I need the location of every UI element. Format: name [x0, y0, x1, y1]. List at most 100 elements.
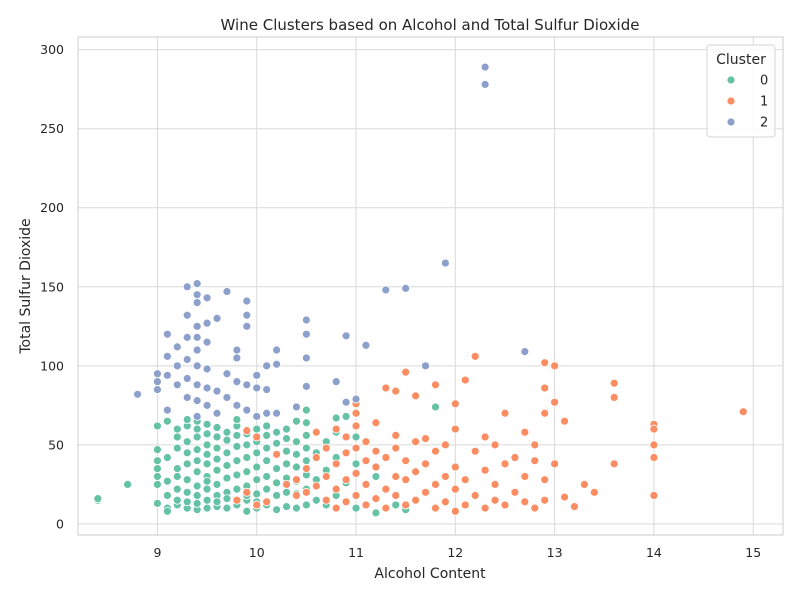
data-point — [292, 462, 301, 472]
data-point — [182, 487, 192, 497]
data-point — [192, 396, 202, 406]
data-point — [172, 424, 182, 434]
data-point — [401, 456, 411, 466]
data-point — [242, 405, 252, 415]
data-point — [431, 402, 440, 412]
data-point — [331, 377, 341, 387]
data-point — [550, 361, 560, 371]
data-point — [172, 361, 182, 371]
x-tick-label: 12 — [447, 545, 463, 560]
data-point — [252, 448, 262, 458]
data-point — [192, 481, 202, 491]
data-point — [232, 430, 242, 440]
data-point — [202, 440, 212, 450]
data-point — [649, 453, 659, 462]
data-point — [282, 424, 291, 434]
data-point — [331, 459, 341, 469]
data-point — [301, 418, 311, 428]
data-point — [589, 487, 599, 497]
data-point — [153, 456, 162, 466]
data-point — [222, 461, 232, 470]
data-point — [252, 412, 262, 421]
data-point — [282, 434, 291, 443]
data-point — [202, 383, 212, 393]
data-point — [222, 448, 232, 458]
data-point — [301, 464, 311, 474]
data-point — [391, 386, 401, 396]
data-point — [192, 467, 202, 477]
legend: Cluster 0 1 2 — [706, 44, 776, 138]
data-point — [540, 358, 550, 368]
data-point — [282, 480, 291, 489]
data-point — [272, 449, 281, 459]
data-point — [242, 506, 252, 516]
data-point — [93, 494, 103, 504]
data-point — [738, 407, 748, 417]
data-point — [252, 432, 262, 442]
data-point — [550, 397, 560, 407]
data-point — [242, 487, 252, 497]
data-point — [490, 480, 500, 489]
data-point — [182, 332, 192, 342]
data-point — [450, 399, 460, 409]
data-point — [311, 453, 321, 462]
data-point — [272, 408, 281, 418]
data-point — [153, 385, 162, 394]
data-point — [202, 459, 212, 469]
data-point — [540, 475, 550, 485]
data-point — [480, 80, 490, 89]
data-point — [361, 456, 371, 466]
data-point — [182, 415, 192, 424]
data-point — [212, 480, 222, 489]
data-point — [580, 480, 589, 489]
data-point — [232, 415, 242, 424]
data-point — [609, 378, 619, 388]
data-point — [311, 481, 321, 491]
data-point — [162, 370, 172, 380]
data-point — [500, 500, 510, 510]
data-point — [192, 456, 202, 466]
legend-marker — [726, 117, 736, 127]
data-point — [371, 494, 381, 504]
data-point — [381, 383, 391, 393]
data-point — [391, 500, 401, 510]
data-point — [212, 423, 222, 432]
data-point — [232, 442, 242, 451]
data-point — [153, 369, 162, 379]
data-point — [212, 432, 222, 442]
data-point — [421, 487, 430, 497]
data-point — [510, 453, 520, 462]
data-point — [480, 465, 490, 475]
data-point — [391, 491, 401, 500]
data-point — [292, 503, 301, 513]
data-point — [202, 495, 212, 505]
data-point — [242, 321, 252, 331]
data-point — [649, 424, 659, 434]
x-tick-label: 13 — [547, 545, 563, 560]
data-point — [162, 453, 172, 462]
data-point — [520, 497, 530, 507]
data-point — [411, 391, 421, 401]
x-tick-label: 14 — [646, 545, 662, 560]
legend-marker — [726, 75, 736, 85]
data-point — [351, 503, 361, 513]
data-point — [162, 476, 172, 486]
data-point — [272, 345, 281, 355]
data-point — [530, 503, 540, 513]
data-point — [272, 464, 281, 474]
y-tick-label: 250 — [40, 121, 64, 136]
data-point — [321, 472, 331, 481]
data-point — [232, 345, 242, 355]
data-point — [192, 445, 202, 455]
data-point — [153, 421, 162, 431]
series-1 — [232, 351, 748, 516]
data-point — [570, 502, 579, 511]
data-point — [301, 487, 311, 497]
legend-box — [706, 44, 776, 138]
data-point — [361, 500, 371, 510]
data-point — [292, 475, 301, 485]
data-point — [262, 443, 272, 453]
data-point — [351, 491, 361, 500]
data-point — [301, 443, 311, 453]
data-point — [182, 310, 192, 320]
